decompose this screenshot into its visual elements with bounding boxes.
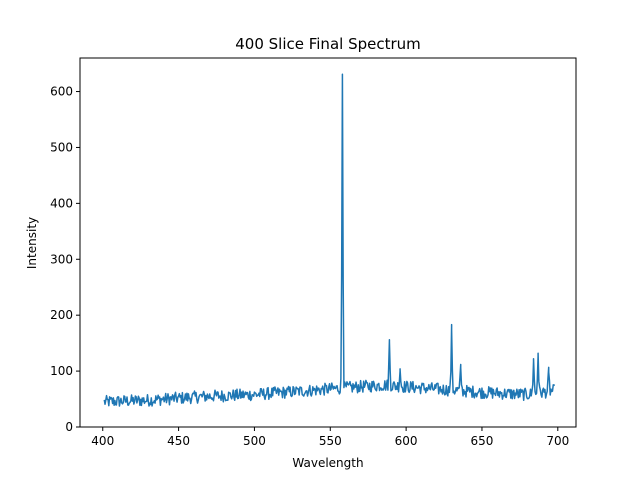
spectrum-line bbox=[103, 73, 556, 407]
y-tick-label: 100 bbox=[50, 364, 73, 378]
y-tick-label: 600 bbox=[50, 85, 73, 99]
y-tick-label: 400 bbox=[50, 196, 73, 210]
x-tick-label: 700 bbox=[546, 434, 569, 448]
plot-area bbox=[103, 73, 556, 407]
x-tick-label: 400 bbox=[91, 434, 114, 448]
axes-frame bbox=[79, 57, 577, 428]
y-axis-label: Intensity bbox=[25, 217, 39, 269]
x-axis-label: Wavelength bbox=[292, 456, 363, 470]
x-tick-label: 650 bbox=[471, 434, 494, 448]
y-axis-ticks: 0 100 200 300 400 500 600 bbox=[50, 85, 80, 434]
y-tick-label: 300 bbox=[50, 252, 73, 266]
x-axis-ticks: 400 450 500 550 600 650 700 bbox=[91, 427, 569, 448]
x-tick-label: 600 bbox=[395, 434, 418, 448]
x-tick-label: 500 bbox=[243, 434, 266, 448]
y-tick-label: 200 bbox=[50, 308, 73, 322]
chart-title: 400 Slice Final Spectrum bbox=[235, 35, 421, 53]
x-tick-label: 550 bbox=[319, 434, 342, 448]
y-tick-label: 0 bbox=[65, 420, 73, 434]
x-tick-label: 450 bbox=[167, 434, 190, 448]
y-tick-label: 500 bbox=[50, 140, 73, 154]
